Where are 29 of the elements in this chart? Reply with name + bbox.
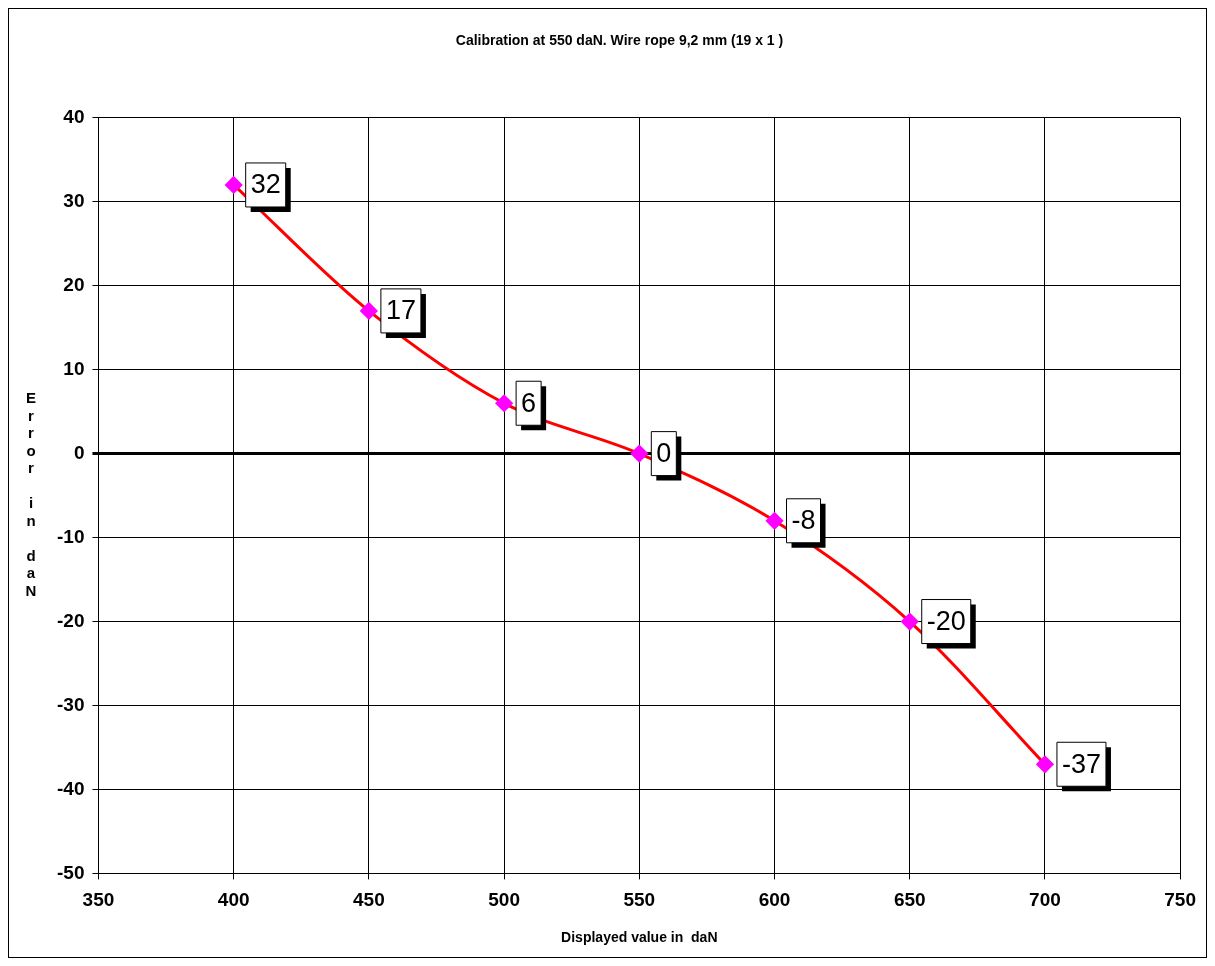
data-label: -20 — [926, 605, 966, 636]
data-label: 0 — [656, 438, 672, 469]
y-tick-label: 0 — [73, 441, 85, 463]
x-axis-title: Displayed value in daN — [561, 929, 718, 946]
y-tick-label: -50 — [56, 861, 85, 883]
y-tick-label: 20 — [63, 273, 85, 295]
data-label: 6 — [521, 387, 537, 418]
y-tick-label: -40 — [56, 777, 85, 799]
x-tick-label: 650 — [893, 889, 926, 911]
x-tick-label: 400 — [217, 889, 250, 911]
data-label: -37 — [1061, 748, 1101, 779]
x-tick-label: 350 — [82, 889, 115, 911]
data-label: 32 — [250, 169, 281, 200]
x-tick-label: 450 — [353, 889, 385, 911]
x-tick-label: 700 — [1029, 889, 1061, 911]
x-tick-label: 600 — [758, 889, 791, 911]
y-tick-label: 40 — [63, 106, 85, 128]
x-tick-label: 750 — [1164, 889, 1196, 911]
y-tick-label: -10 — [56, 525, 85, 547]
chart-title: Calibration at 550 daN. Wire rope 9,2 mm (19 x 1 ) — [455, 32, 784, 49]
y-tick-label: -20 — [56, 609, 85, 631]
text: Error in daN — [25, 389, 37, 599]
data-label: 17 — [385, 295, 416, 326]
data-label: -8 — [791, 505, 816, 536]
x-tick-label: 500 — [488, 889, 520, 911]
y-tick-label: 10 — [63, 357, 85, 379]
y-tick-label: 30 — [63, 189, 85, 211]
y-tick-label: -30 — [56, 693, 85, 715]
x-tick-label: 550 — [623, 889, 656, 911]
